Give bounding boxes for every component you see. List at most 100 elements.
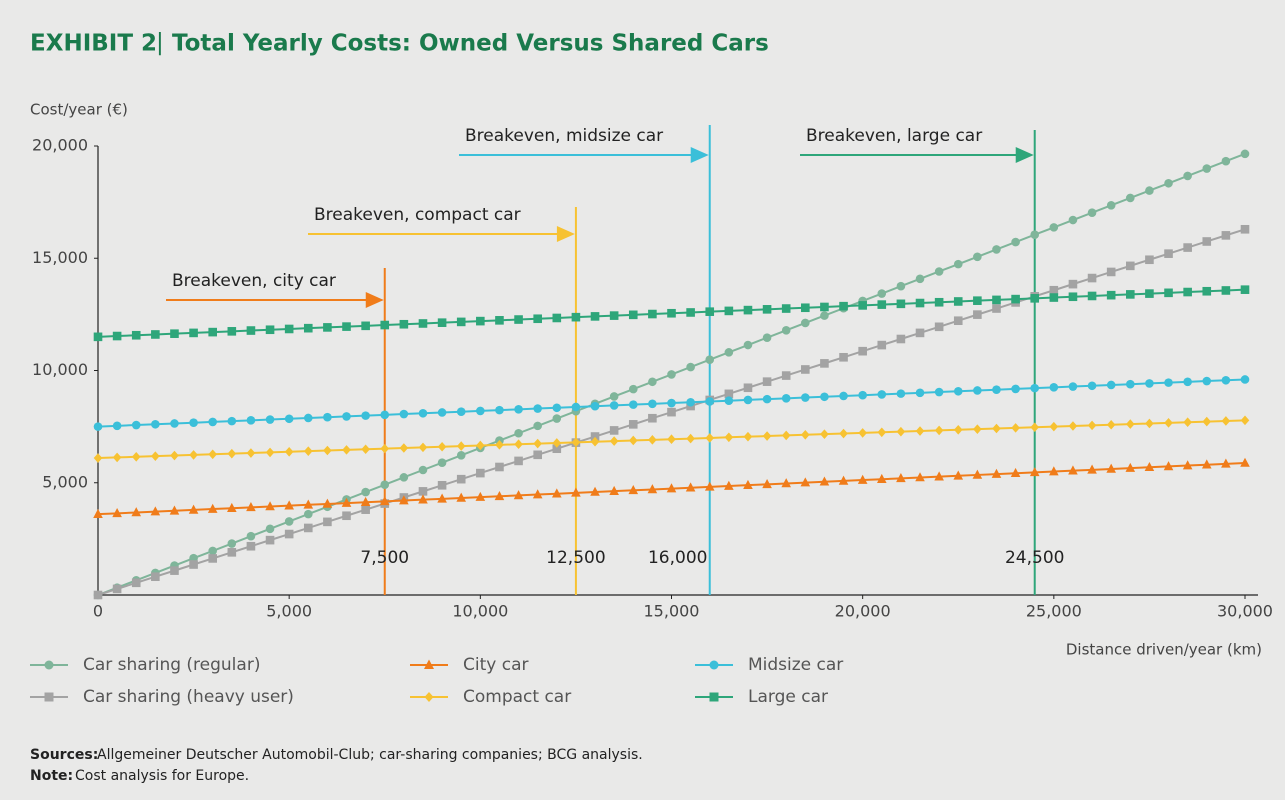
marker: [437, 493, 447, 503]
series-markers: [93, 457, 1250, 518]
marker: [858, 346, 867, 356]
marker: [762, 333, 772, 342]
breakeven-value: 24,500: [1005, 548, 1064, 568]
marker: [953, 470, 964, 480]
marker: [801, 365, 810, 374]
marker: [743, 340, 753, 350]
marker: [112, 508, 122, 518]
marker: [361, 487, 370, 497]
marker: [495, 462, 504, 472]
marker: [896, 473, 906, 483]
marker: [1164, 378, 1173, 387]
marker: [709, 660, 719, 670]
marker: [1087, 464, 1097, 474]
marker: [208, 449, 217, 460]
marker: [762, 394, 772, 404]
marker: [93, 453, 103, 463]
marker: [1049, 293, 1059, 302]
marker: [609, 392, 619, 401]
marker: [456, 450, 466, 460]
marker: [1087, 291, 1097, 301]
marker: [743, 305, 753, 315]
legend-label: Large car: [748, 687, 828, 707]
legend-label: Car sharing (heavy user): [83, 687, 294, 707]
marker: [533, 438, 542, 449]
marker: [1049, 285, 1059, 295]
marker: [323, 517, 332, 527]
marker: [207, 503, 218, 513]
marker: [628, 384, 638, 394]
marker: [552, 444, 562, 454]
marker: [877, 300, 887, 309]
marker: [303, 499, 314, 509]
marker: [514, 405, 523, 414]
marker: [571, 487, 581, 497]
marker: [227, 448, 237, 459]
marker: [685, 482, 696, 492]
marker: [724, 389, 734, 399]
marker: [1068, 215, 1078, 225]
marker: [609, 436, 619, 446]
marker: [915, 298, 925, 308]
marker: [934, 387, 944, 397]
marker: [380, 410, 390, 420]
marker: [934, 425, 944, 436]
marker: [533, 404, 542, 413]
marker: [667, 434, 676, 444]
marker: [648, 413, 657, 423]
marker: [820, 311, 829, 320]
marker: [476, 406, 485, 416]
marker: [609, 426, 619, 435]
breakeven-value: 7,500: [360, 548, 409, 568]
marker: [93, 590, 103, 600]
marker: [1068, 382, 1078, 391]
marker: [590, 312, 600, 321]
marker: [495, 440, 504, 450]
marker: [1011, 384, 1020, 394]
x-tick-label: 15,000: [644, 602, 700, 621]
marker: [1183, 287, 1192, 297]
marker: [303, 509, 313, 519]
marker: [801, 429, 810, 440]
marker: [800, 477, 811, 487]
marker: [265, 501, 275, 511]
marker: [437, 408, 447, 417]
legend-label: City car: [463, 655, 528, 675]
marker: [1106, 290, 1116, 300]
marker: [342, 511, 351, 521]
marker: [992, 295, 1001, 305]
marker: [1163, 461, 1174, 471]
arrow-head: [365, 292, 384, 308]
marker: [246, 416, 256, 425]
title-separator: |: [156, 30, 164, 56]
marker: [667, 308, 676, 318]
marker: [1221, 286, 1231, 295]
marker: [303, 446, 313, 456]
chart-title: Total Yearly Costs: Owned Versus Shared …: [172, 31, 769, 57]
marker: [380, 443, 390, 454]
marker: [246, 448, 256, 458]
marker: [915, 328, 925, 338]
marker: [514, 428, 523, 438]
marker: [1087, 273, 1097, 283]
arrow-head: [690, 147, 709, 163]
marker: [709, 692, 719, 702]
marker: [456, 474, 466, 484]
marker: [1106, 463, 1116, 473]
marker: [456, 441, 466, 451]
marker: [323, 445, 332, 456]
marker: [858, 390, 867, 400]
marker: [360, 496, 371, 507]
marker: [456, 317, 466, 327]
marker: [1030, 422, 1040, 433]
marker: [552, 414, 562, 423]
marker: [227, 548, 237, 557]
marker: [858, 301, 867, 310]
marker: [1068, 292, 1078, 302]
marker: [1202, 376, 1212, 386]
marker: [762, 305, 772, 314]
marker: [189, 560, 198, 569]
x-tick-label: 0: [93, 602, 103, 621]
y-tick-label: 20,000: [32, 136, 88, 155]
